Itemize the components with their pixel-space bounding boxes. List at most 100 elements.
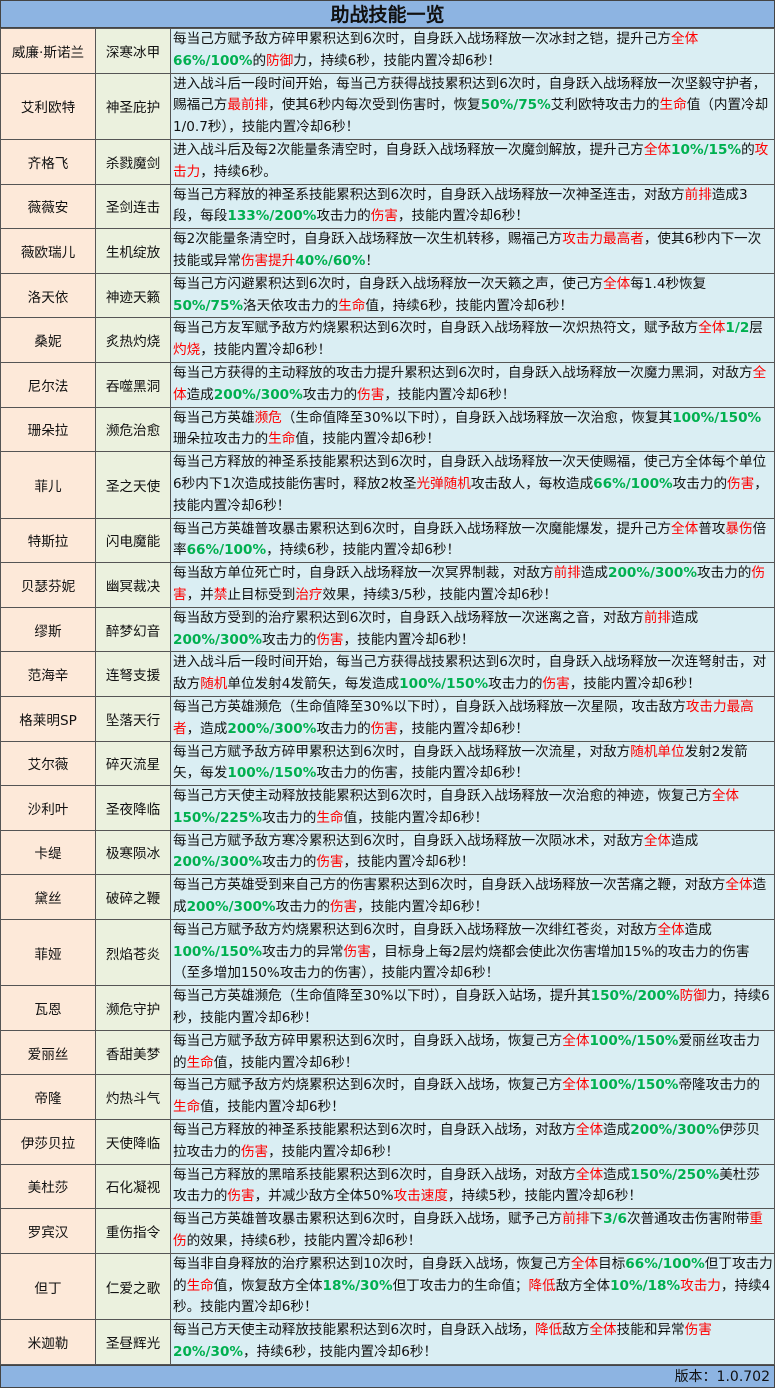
highlight-green: 50%/75%	[480, 97, 551, 114]
table-row: 齐格飞 杀戮魔剑 进入战斗后及每2次能量条清空时，自身跃入战场释放一次魔剑解放，提升…	[0, 138, 775, 185]
highlight-green: 66%/100%	[173, 52, 253, 69]
highlight-red: 攻击力	[173, 141, 769, 180]
highlight-red: 伤害	[370, 208, 398, 225]
table-row: 黛丝 破碎之鞭 每当己方英雄受到来自己方的伤害累积达到6次时，自身跃入战场释放一次苦…	[0, 874, 775, 920]
highlight-red: 伤害	[727, 475, 755, 492]
highlight-green: 100%/150%	[399, 676, 489, 693]
desc-text: 敌方全体	[555, 1277, 611, 1294]
highlight-red: 生命	[186, 1054, 214, 1071]
desc-text: 单位发射4发箭矢，每发造成	[227, 676, 400, 693]
highlight-green: 1/2	[725, 320, 750, 337]
desc-text: 攻击力的	[261, 631, 317, 648]
assist-skill-table: 威廉·斯诺兰 深寒冰甲 每当己方赋予敌方碎甲累积达到6次时，自身跃入战场释放一次冰封…	[0, 28, 775, 1365]
skill-description: 每当己方获得的主动释放的攻击力提升累积达到6次时，自身跃入战场释放一次魔力黑洞，…	[170, 361, 775, 408]
highlight-red: 生命	[173, 1099, 201, 1116]
hero-name: 缪斯	[0, 606, 96, 653]
desc-text: ，持续6秒。	[200, 163, 277, 180]
hero-name: 威廉·斯诺兰	[0, 28, 96, 74]
highlight-red: 伤害	[343, 943, 371, 960]
desc-text: 值，技能内置冷却6秒！	[200, 1099, 345, 1116]
desc-text: 力，持续6秒，技能内置冷却6秒！	[173, 988, 770, 1027]
skill-description: 每当己方赋予敌方灼烧累积达到6次时，自身跃入战场释放一次绯红苍炎，对敌方全体造成…	[170, 918, 775, 987]
highlight-green: 100%/150%	[589, 1077, 679, 1094]
desc-text: 目标	[598, 1255, 626, 1272]
highlight-red: 前排	[562, 1211, 590, 1228]
highlight-red: 全体	[657, 921, 685, 938]
desc-text: ，持续4秒。技能内置冷却6秒！	[173, 1277, 771, 1316]
desc-text: 每当己方赋予敌方灼烧累积达到6次时，自身跃入战场释放一次绯红苍炎，对敌方	[173, 921, 658, 938]
hero-name: 米迦勒	[0, 1319, 96, 1365]
highlight-green: 100%/150%	[672, 409, 762, 426]
hero-name: 薇欧瑞儿	[0, 228, 96, 274]
skill-description: 每当己方英雄受到来自己方的伤害累积达到6次时，自身跃入战场释放一次苦痛之鞭，对敌…	[170, 874, 775, 920]
desc-text: 艾利欧特攻击力的	[550, 97, 660, 114]
desc-text: 每当己方英雄普攻暴击累积达到6次时，自身跃入战场释放一次魔能爆发，提升己方	[173, 520, 672, 537]
skill-name: 炙热灼烧	[95, 317, 171, 363]
skill-description: 每当敌方单位死亡时，自身跃入战场释放一次冥界制裁，对敌方前排造成200%/300…	[170, 562, 775, 608]
desc-text: ，技能内置冷却6秒！	[569, 676, 701, 693]
desc-text: 攻击力的异常	[261, 943, 344, 960]
table-row: 特斯拉 闪电魔能 每当己方英雄普攻暴击累积达到6次时，自身跃入战场释放一次魔能爆发，…	[0, 517, 775, 564]
table-row: 帝隆 灼热斗气 每当己方赋予敌方灼烧累积达到6次时，自身跃入战场，恢复己方全体100…	[0, 1074, 775, 1121]
desc-text: （生命值降至30%以下时），自身跃入战场释放一次治愈，恢复其	[281, 409, 673, 426]
highlight-red: 全体	[643, 141, 672, 158]
highlight-red: 随机	[200, 676, 228, 693]
skill-description: 每当己方赋予敌方碎甲累积达到6次时，自身跃入战场释放一次冰封之铠，提升己方全体 6…	[170, 28, 775, 74]
table-row: 艾尔薇 碎灭流星 每当己方赋予敌方碎甲累积达到6次时，自身跃入战场释放一次流星，对敌…	[0, 740, 775, 787]
hero-name: 爱丽丝	[0, 1029, 96, 1076]
highlight-red: 治疗	[295, 586, 323, 603]
highlight-red: 全体	[562, 1077, 590, 1094]
skill-name: 濒危守护	[95, 985, 171, 1031]
skill-description: 每当己方释放的神圣系技能累积达到6次时，自身跃入战场释放一次天使赐福，使己方全体…	[170, 451, 775, 519]
skill-description: 每当己方释放的神圣系技能累积达到6次时，自身跃入战场释放一次神圣连击，对敌方前排…	[170, 183, 775, 230]
highlight-green: 150%/250%	[630, 1166, 720, 1183]
skill-description: 每当己方英雄普攻暴击累积达到6次时，自身跃入战场释放一次魔能爆发，提升己方全体普…	[170, 517, 775, 564]
desc-text: 止目标受到	[227, 586, 296, 603]
hero-name: 范海辛	[0, 651, 96, 697]
desc-text: 的效果，持续6秒，技能内置冷却6秒！	[186, 1233, 422, 1250]
skill-description: 每当己方赋予敌方碎甲累积达到6次时，自身跃入战场，恢复己方全体100%/150%…	[170, 1029, 775, 1076]
desc-text: 每当己方赋予敌方碎甲累积达到6次时，自身跃入战场释放一次冰封之铠，提升己方	[173, 31, 672, 47]
desc-text: ，使其6秒内每次受到伤害时，恢复	[268, 97, 481, 114]
desc-text: 帝隆攻击力的	[678, 1077, 760, 1094]
desc-text: 普攻	[698, 520, 726, 537]
highlight-red: 伤害	[316, 631, 344, 648]
skill-name: 烈焰苍炎	[95, 918, 171, 987]
highlight-red: 伤害	[684, 1322, 712, 1339]
desc-text: ，技能内置冷却6秒！	[384, 386, 516, 403]
table-row: 菲儿 圣之天使 每当己方释放的神圣系技能累积达到6次时，自身跃入战场释放一次天使赐福…	[0, 451, 775, 519]
highlight-red: 攻击速度	[393, 1188, 448, 1205]
highlight-red: 伤害	[173, 565, 765, 603]
desc-text: 造成	[173, 877, 767, 916]
desc-text: 层	[749, 320, 763, 337]
highlight-red: 全体	[575, 1122, 604, 1139]
highlight-green: 66%/100%	[625, 1255, 705, 1272]
hero-name: 卡缇	[0, 829, 96, 876]
desc-text: 但丁攻击力的生命值；	[392, 1277, 529, 1294]
desc-text: 每当己方赋予敌方寒冷累积达到6次时，自身跃入战场释放一次陨冰术，对敌方	[173, 832, 644, 849]
hero-name: 格莱明SP	[0, 695, 96, 742]
desc-text: 倍率	[173, 520, 767, 559]
skill-name: 天使降临	[95, 1119, 171, 1165]
hero-name: 洛天依	[0, 272, 96, 319]
highlight-green: 200%/300%	[227, 720, 317, 737]
desc-text: ，技能内置冷却6秒！	[397, 208, 529, 225]
hero-name: 但丁	[0, 1252, 96, 1321]
highlight-green: 20%/30%	[173, 1344, 244, 1361]
highlight-red: 前排	[684, 186, 712, 203]
desc-text: 每当己方释放的神圣系技能累积达到6次时，自身跃入战场释放一次天使赐福，使己方全体…	[173, 454, 767, 492]
skill-name: 吞噬黑洞	[95, 361, 171, 408]
highlight-green: 200%/300%	[186, 899, 276, 916]
hero-name: 伊莎贝拉	[0, 1119, 96, 1165]
desc-text: 每当己方闪避累积达到6次时，自身跃入战场释放一次天籁之声，使己方	[173, 275, 604, 292]
skill-name: 濒危治愈	[95, 406, 171, 453]
skill-description: 每2次能量条清空时，自身跃入战场释放一次生机转移，赐福己方攻击力最高者，使其6秒…	[170, 228, 775, 274]
skill-name: 重伤指令	[95, 1208, 171, 1254]
skill-description: 每当己方赋予敌方碎甲累积达到6次时，自身跃入战场释放一次流星，对敌方随机单位发射…	[170, 740, 775, 787]
desc-text: 攻击力的	[261, 809, 317, 826]
skill-name: 闪电魔能	[95, 517, 171, 564]
desc-text: ，技能内置冷却6秒！	[357, 899, 489, 916]
desc-text: 每当己方赋予敌方碎甲累积达到6次时，自身跃入战场，恢复己方	[173, 1032, 563, 1049]
highlight-red: 降低	[535, 1322, 563, 1339]
highlight-green: 66%/100%	[186, 542, 267, 559]
